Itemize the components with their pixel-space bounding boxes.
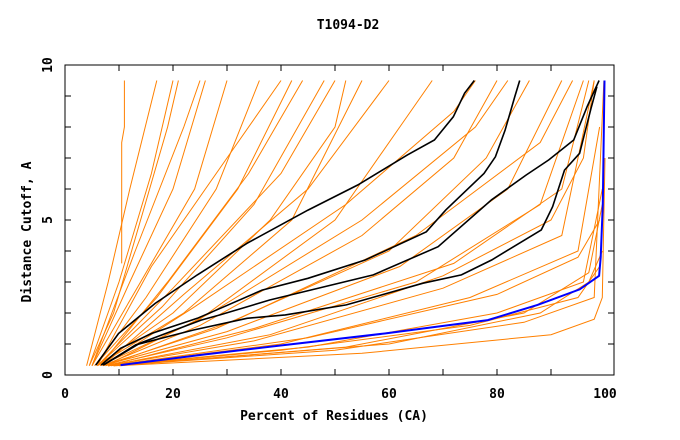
orange-curve-28: [110, 219, 601, 367]
x-tick-label: 20: [165, 387, 181, 402]
orange-curve-23: [102, 80, 390, 367]
orange-curve-20: [121, 80, 125, 264]
orange-curve-13: [105, 80, 584, 367]
orange-curve-25: [105, 80, 574, 367]
orange-curve-11: [102, 80, 530, 367]
x-axis-label: Percent of Residues (CA): [240, 409, 428, 424]
orange-curve-9: [99, 80, 433, 367]
orange-curve-17: [113, 80, 605, 367]
highlight-curves: [95, 80, 606, 367]
orange-curve-30: [88, 80, 179, 366]
x-tick-label: 60: [381, 387, 397, 402]
orange-curve-7: [97, 80, 347, 367]
orange-curve-32: [105, 80, 509, 367]
orange-curve-5: [94, 80, 293, 367]
y-axis-label: Distance Cutoff, A: [20, 161, 35, 302]
blue-curve: [120, 80, 606, 367]
orange-curve-22: [96, 80, 282, 366]
orange-curve-1: [88, 80, 174, 366]
black-curve-1: [95, 80, 475, 366]
black-curve-2: [100, 80, 521, 366]
orange-curve-27: [97, 80, 336, 367]
y-tick-label: 10: [41, 57, 56, 73]
orange-curve-14: [108, 80, 595, 367]
orange-curve-16: [108, 188, 603, 367]
orange-curve-34: [116, 204, 603, 367]
y-tick-label: 5: [41, 216, 56, 224]
orange-curve-26: [108, 80, 590, 367]
orange-curve-31: [99, 80, 304, 367]
x-tick-label: 0: [61, 387, 69, 402]
orange-curve-19: [113, 266, 601, 367]
x-tick-label: 100: [593, 387, 617, 402]
black-curve-4: [102, 86, 598, 366]
orange-curve-33: [108, 80, 595, 367]
orange-curve-18: [118, 157, 606, 367]
orange-curve-2: [91, 80, 206, 366]
black-curve-3: [102, 80, 600, 366]
x-tick-label: 80: [489, 387, 505, 402]
orange-curve-15: [108, 126, 601, 367]
orange-curve-3: [91, 80, 228, 366]
x-tick-label: 40: [273, 387, 289, 402]
y-tick-label: 0: [41, 371, 56, 379]
orange-curve-6: [97, 80, 325, 367]
orange-curve-21: [91, 80, 201, 366]
orange-curve-0: [86, 80, 158, 366]
chart-title: T1094-D2: [317, 18, 380, 33]
orange-curves: [86, 80, 606, 367]
axis-ticks: [65, 65, 614, 375]
tick-labels: 0 20 40 60 80 100 0 5 10: [41, 57, 617, 402]
orange-curve-10: [102, 80, 498, 367]
